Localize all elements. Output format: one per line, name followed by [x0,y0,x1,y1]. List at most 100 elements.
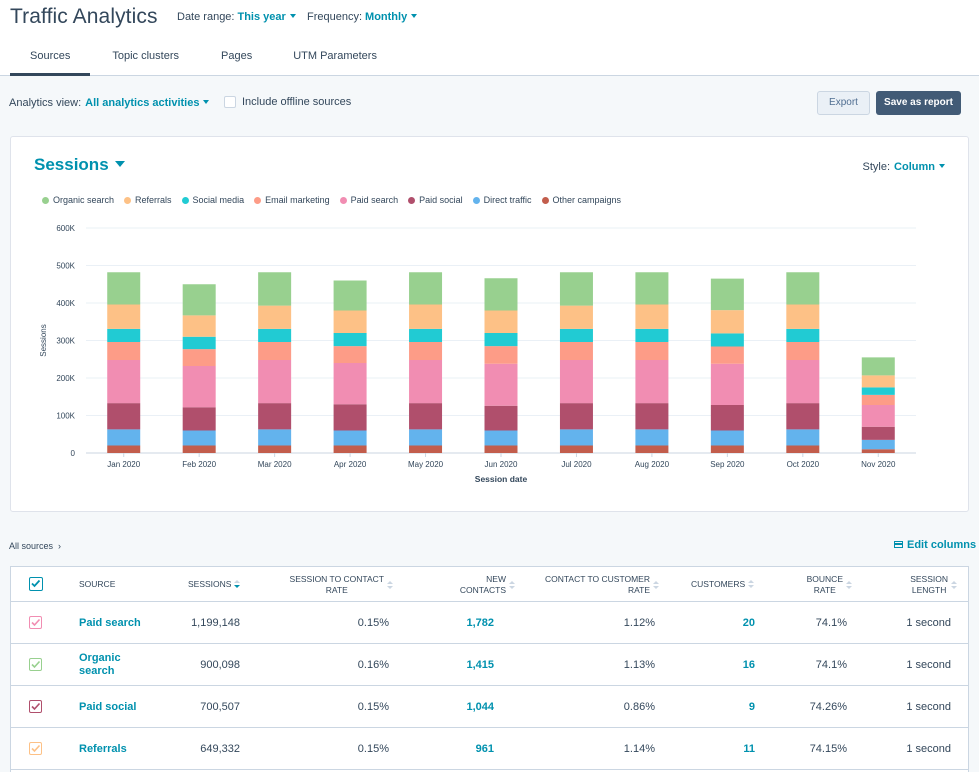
offline-checkbox[interactable] [224,96,236,108]
frequency-value[interactable]: Monthly [365,11,408,23]
col-bounce-rate[interactable]: BOUNCE RATE [786,574,852,596]
legend-item[interactable]: Email marketing [254,195,330,205]
x-tick-label: Sep 2020 [710,460,745,469]
include-offline-toggle[interactable]: Include offline sources [224,96,351,108]
bar-segment [559,272,593,306]
y-tick-label: 0 [71,449,76,458]
col-length-label-1: SESSION [910,574,948,584]
legend-item[interactable]: Direct traffic [472,195,532,205]
bounce-rate-value: 74.1% [815,617,847,629]
bar-segment [258,272,292,306]
col-customers[interactable]: CUSTOMERS [691,579,755,590]
top-bar: Traffic Analytics Date range: This year F… [0,0,979,76]
edit-columns-button[interactable]: Edit columns [894,539,976,551]
col-new-contacts[interactable]: NEW CONTACTS [431,574,515,596]
bar-segment [559,305,593,329]
select-all-checkbox[interactable] [29,577,43,591]
bar-segment [258,429,292,446]
source-link[interactable]: Organic search [79,652,121,678]
x-tick-label: May 2020 [408,460,444,469]
session-to-contact-value: 0.15% [357,701,389,713]
bar-segment [258,445,292,453]
bar-segment [182,349,216,366]
legend-swatch-icon [541,196,549,204]
bar-segment [710,278,744,311]
frequency-filter[interactable]: Frequency: Monthly [307,11,418,23]
customers-link[interactable]: 11 [743,743,755,755]
x-tick-label: Jan 2020 [107,460,140,469]
style-value[interactable]: Column [894,161,935,173]
bar-segment [635,272,669,305]
bar-segment [409,342,443,360]
bar-segment [258,342,292,360]
legend-label: Direct traffic [483,195,532,205]
source-name: Referrals [79,743,127,755]
col-source[interactable]: SOURCE [79,579,116,589]
legend-item[interactable]: Paid search [339,195,398,205]
bar-segment [786,272,820,305]
export-button[interactable]: Export [817,91,870,115]
source-link[interactable]: Paid search [79,617,141,630]
legend-item[interactable]: Organic search [42,195,114,205]
session-length-value: 1 second [906,617,951,629]
tab-sources[interactable]: Sources [10,50,91,76]
legend-label: Social media [192,195,245,205]
new-contacts-link[interactable]: 1,044 [466,701,494,713]
bar-segment [786,360,820,404]
y-tick-label: 600K [56,224,75,233]
breadcrumb-label[interactable]: All sources [9,541,54,551]
bar-segment [786,342,820,360]
source-link[interactable]: Paid social [79,701,136,714]
save-as-report-button[interactable]: Save as report [876,91,961,115]
sort-icon [846,580,852,590]
row-checkbox[interactable] [29,700,42,713]
analytics-view-value[interactable]: All analytics activities [85,97,200,109]
legend-item[interactable]: Paid social [408,195,463,205]
analytics-view-select[interactable]: Analytics view: All analytics activities [9,97,210,109]
bar-segment [182,336,216,350]
date-range-filter[interactable]: Date range: This year [177,11,296,23]
breadcrumb[interactable]: All sources › [9,541,62,551]
row-checkbox[interactable] [29,616,42,629]
sort-icon [653,580,659,590]
source-name-2: search [79,665,115,677]
columns-icon [894,541,903,548]
tab-topic-clusters[interactable]: Topic clusters [112,50,179,62]
bar-segment [484,346,518,364]
bar-segment [333,333,367,347]
source-link[interactable]: Referrals [79,743,127,756]
new-contacts-link[interactable]: 1,415 [466,659,494,671]
legend-item[interactable]: Other campaigns [541,195,621,205]
check-icon [31,744,41,753]
col-s2c-label-1: SESSION TO CONTACT [289,574,384,584]
sources-table: SOURCE SESSIONS SESSION TO CONTACT RATE N… [10,566,969,772]
row-checkbox[interactable] [29,742,42,755]
new-contacts-link[interactable]: 961 [475,743,494,755]
customers-link[interactable]: 20 [742,617,755,629]
customers-link[interactable]: 16 [742,659,755,671]
legend-swatch-icon [472,196,480,204]
contact-to-customer-value: 1.14% [623,743,655,755]
bar-segment [107,403,141,430]
chevron-down-icon [203,100,210,104]
tab-utm-parameters[interactable]: UTM Parameters [293,50,377,62]
col-sessions[interactable]: SESSIONS [188,579,241,590]
col-session-length[interactable]: SESSION LENGTH [891,574,957,596]
new-contacts-link[interactable]: 1,782 [466,617,494,629]
date-range-value[interactable]: This year [237,11,286,23]
legend-item[interactable]: Referrals [124,195,172,205]
x-tick-label: Jun 2020 [485,460,518,469]
sessions-value: 649,332 [200,743,240,755]
row-checkbox[interactable] [29,658,42,671]
col-contact-to-customer[interactable]: CONTACT TO CUSTOMER RATE [531,574,659,596]
col-session-to-contact[interactable]: SESSION TO CONTACT RATE [271,574,393,596]
analytics-view-label: Analytics view: [9,97,82,109]
chart-style-select[interactable]: Style: Column [863,161,945,173]
chart-metric-select[interactable]: Sessions [34,155,125,175]
tab-pages[interactable]: Pages [221,50,253,62]
bar-segment [786,445,820,453]
legend-item[interactable]: Social media [181,195,245,205]
customers-link[interactable]: 9 [748,701,755,713]
col-nc-label-1: NEW [486,574,506,584]
bar-segment [710,445,744,453]
